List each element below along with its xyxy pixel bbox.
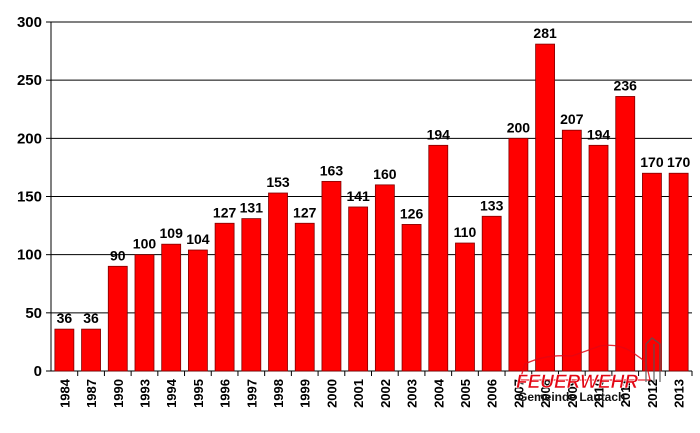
data-label: 104 <box>186 231 210 247</box>
bar <box>535 43 556 372</box>
data-label: 127 <box>213 204 237 220</box>
x-tick-label: 1994 <box>164 378 179 408</box>
bar <box>187 249 208 372</box>
bar <box>455 242 475 372</box>
x-tick-label: 1999 <box>298 379 313 408</box>
bar <box>615 96 636 372</box>
bar <box>54 328 75 372</box>
x-tick-label: 2004 <box>431 378 446 408</box>
bar <box>401 224 422 372</box>
data-label: 90 <box>110 247 126 263</box>
data-label: 100 <box>133 236 157 252</box>
bar <box>481 215 502 372</box>
x-tick-label: 1997 <box>244 379 259 408</box>
bar <box>134 254 155 372</box>
x-tick-label: 2002 <box>378 379 393 408</box>
bar <box>81 328 101 372</box>
data-label: 109 <box>160 225 184 241</box>
y-tick-label: 250 <box>17 72 42 89</box>
y-tick-label: 0 <box>34 363 42 380</box>
bar <box>268 192 288 372</box>
data-label: 163 <box>320 162 344 178</box>
y-axis-ticks: 0 50 100 150 200 250 300 <box>17 14 42 380</box>
data-label: 170 <box>640 154 664 170</box>
y-tick-label: 100 <box>17 247 42 264</box>
x-tick-label: 2000 <box>324 379 339 408</box>
bar <box>374 184 395 372</box>
bar <box>642 172 662 372</box>
x-axis-ticks: 1984 1987 1990 1993 1994 1995 1996 1997 1998 1999… <box>57 378 686 408</box>
data-label: 36 <box>83 310 99 326</box>
x-tick-label: 1993 <box>137 379 152 408</box>
data-label: 194 <box>427 126 451 142</box>
x-tick-label: 1995 <box>191 379 206 408</box>
data-label: 281 <box>533 25 557 41</box>
x-tick-label: 2007 <box>511 379 526 408</box>
bar <box>348 206 369 372</box>
data-label: 194 <box>587 126 611 142</box>
x-tick-label: 2009 <box>565 379 580 408</box>
data-label: 126 <box>400 205 424 221</box>
bar <box>107 265 128 372</box>
bar <box>214 222 235 372</box>
bar <box>428 144 449 372</box>
bar <box>161 243 182 372</box>
bar <box>241 218 262 372</box>
bar <box>588 144 609 372</box>
y-tick-label: 50 <box>25 305 42 322</box>
data-label: 236 <box>614 77 638 93</box>
x-tick-label: 2010 <box>592 379 607 408</box>
data-label: 131 <box>240 200 264 216</box>
x-tick-label: 1996 <box>218 379 233 408</box>
fire-truck-silhouette <box>519 337 661 382</box>
x-tick-label: 1987 <box>84 379 99 408</box>
y-tick-label: 300 <box>17 14 42 31</box>
bar-series <box>54 43 689 372</box>
x-tick-label: 1990 <box>111 379 126 408</box>
x-tick-label: 2005 <box>458 379 473 408</box>
bar <box>294 222 315 372</box>
x-tick-label: 1984 <box>57 378 72 408</box>
bar <box>668 172 689 372</box>
x-tick-label: 2006 <box>485 379 500 408</box>
data-label: 153 <box>266 174 290 190</box>
axes <box>46 21 693 376</box>
feuerwehr-watermark-logo: FEUERWEHR Gemeinde Lautach <box>516 337 661 404</box>
y-tick-label: 200 <box>17 130 42 147</box>
data-label: 200 <box>507 119 531 135</box>
watermark-title: FEUERWEHR <box>516 372 638 393</box>
x-tick-label: 2003 <box>405 379 420 408</box>
data-label: 110 <box>454 224 477 240</box>
data-label: 127 <box>293 204 317 220</box>
data-label: 170 <box>667 154 691 170</box>
data-label: 36 <box>57 310 73 326</box>
gridlines <box>51 21 692 314</box>
y-tick-label: 150 <box>17 189 42 206</box>
x-tick-label: 2013 <box>672 379 687 408</box>
x-tick-label: 2011 <box>618 379 633 407</box>
x-tick-label: 2008 <box>538 379 553 408</box>
data-label: 141 <box>346 188 370 204</box>
x-tick-label: 1998 <box>271 379 286 408</box>
watermark-subtitle: Gemeinde Lautach <box>518 390 625 404</box>
data-label: 207 <box>560 111 584 127</box>
x-tick-label: 2012 <box>645 379 660 408</box>
data-label: 160 <box>373 166 397 182</box>
bar <box>508 137 529 372</box>
data-label: 133 <box>480 197 504 213</box>
bar <box>321 180 342 372</box>
bar <box>561 129 582 372</box>
x-tick-label: 2001 <box>351 379 366 408</box>
